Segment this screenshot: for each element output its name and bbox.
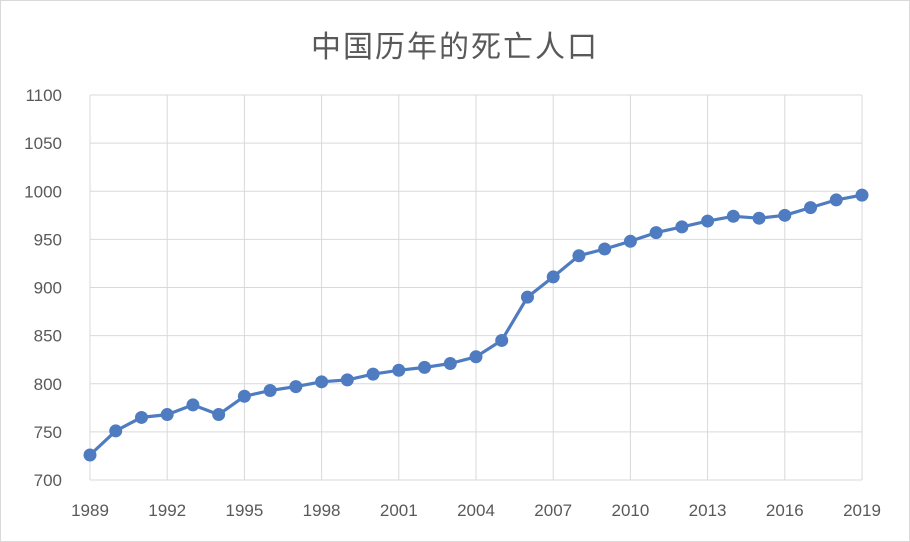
y-tick-label: 1100	[25, 86, 62, 105]
data-point[interactable]	[160, 408, 174, 422]
data-point[interactable]	[649, 226, 663, 240]
x-tick-label: 1998	[303, 501, 341, 520]
y-tick-label: 800	[34, 375, 62, 394]
data-point[interactable]	[315, 375, 329, 389]
y-tick-label: 900	[34, 279, 62, 298]
x-tick-label: 2010	[611, 501, 649, 520]
data-point[interactable]	[392, 363, 406, 377]
data-point[interactable]	[778, 208, 792, 222]
data-point[interactable]	[598, 242, 612, 256]
x-tick-label: 2001	[380, 501, 418, 520]
data-point[interactable]	[186, 398, 200, 412]
x-tick-label: 2007	[534, 501, 572, 520]
series-layer	[83, 188, 869, 462]
grid-layer	[89, 94, 863, 481]
data-point[interactable]	[495, 333, 509, 347]
data-point[interactable]	[237, 389, 251, 403]
x-tick-label: 2004	[457, 501, 495, 520]
x-tick-label: 2019	[843, 501, 881, 520]
data-point[interactable]	[675, 220, 689, 234]
chart-title: 中国历年的死亡人口	[311, 30, 599, 65]
data-point[interactable]	[804, 201, 818, 215]
data-point[interactable]	[520, 290, 534, 304]
data-point[interactable]	[366, 367, 380, 381]
data-point[interactable]	[109, 424, 123, 438]
y-tick-label: 850	[34, 327, 62, 346]
x-tick-label: 1995	[225, 501, 263, 520]
data-point[interactable]	[701, 214, 715, 228]
y-tick-label: 1050	[24, 134, 62, 153]
y-tick-label: 700	[34, 471, 62, 490]
data-point[interactable]	[83, 448, 97, 462]
data-point[interactable]	[855, 188, 869, 202]
x-tick-label: 1992	[148, 501, 186, 520]
x-tick-label: 2016	[766, 501, 804, 520]
y-tick-label: 950	[34, 230, 62, 249]
y-tick-label: 1000	[24, 182, 62, 201]
data-point[interactable]	[829, 193, 843, 207]
x-tick-label: 2013	[689, 501, 727, 520]
data-point[interactable]	[289, 380, 303, 394]
data-point[interactable]	[726, 209, 740, 223]
y-tick-label: 750	[34, 423, 62, 442]
data-point[interactable]	[340, 373, 354, 387]
data-point[interactable]	[469, 350, 483, 364]
data-point[interactable]	[212, 408, 226, 422]
data-point[interactable]	[418, 360, 432, 374]
data-point[interactable]	[623, 234, 637, 248]
data-point[interactable]	[443, 357, 457, 371]
x-tick-label: 1989	[71, 501, 109, 520]
data-point[interactable]	[572, 249, 586, 263]
data-point[interactable]	[546, 270, 560, 284]
data-point[interactable]	[263, 383, 277, 397]
axis-layer: 700 750 800 850 900 950 1000 1050 1100 1989 1992 19…	[24, 86, 881, 520]
data-point[interactable]	[752, 211, 766, 225]
data-point[interactable]	[134, 410, 148, 424]
